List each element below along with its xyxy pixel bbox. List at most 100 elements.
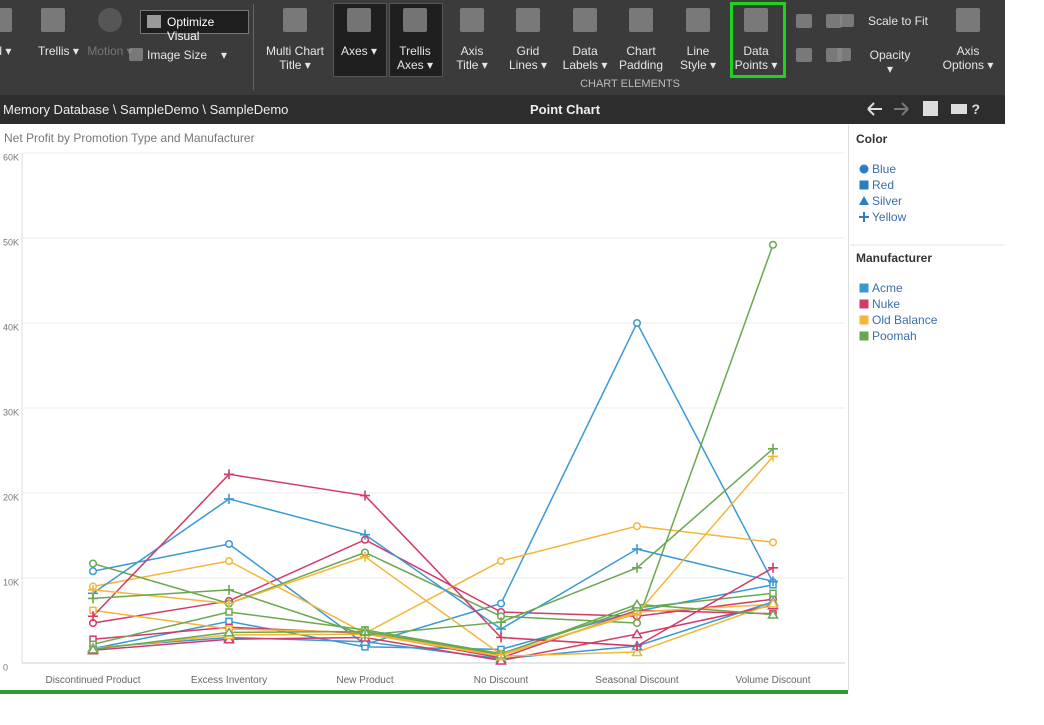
legend-label: Old Balance	[872, 313, 938, 327]
toolbar-button[interactable]: Axis Title ▾	[447, 44, 497, 72]
button-icon	[573, 8, 597, 32]
legend-symbol	[859, 331, 869, 341]
chart-title: Net Profit by Promotion Type and Manufac…	[4, 131, 255, 145]
button-icon	[0, 8, 12, 32]
series-line	[92, 498, 774, 630]
button-icon	[840, 14, 854, 27]
y-tick-label: 10K	[3, 577, 19, 587]
legend-title: Manufacturer	[856, 251, 932, 265]
toolbar-button[interactable]: Multi Chart Title ▾	[260, 44, 330, 72]
legend-title: Color	[856, 132, 888, 146]
point	[224, 469, 234, 480]
point	[767, 609, 779, 619]
x-tick-label: Seasonal Discount	[595, 675, 679, 686]
button-label: Trellis	[399, 44, 431, 58]
series-line	[92, 321, 774, 646]
button-label: Scale to Fit	[867, 14, 929, 28]
point	[632, 544, 642, 555]
toolbar-button[interactable]: Axes ▾	[334, 44, 384, 58]
help-icon[interactable]: ?	[971, 101, 980, 117]
legend-symbol	[859, 315, 869, 325]
toolbar: CHART ELEMENTS nd ▾ Trellis ▾ Motion ▾ Opti…	[0, 0, 1005, 95]
button-label: Multi Chart	[265, 44, 324, 58]
toolbar-button[interactable]: nd ▾	[0, 44, 15, 58]
point	[360, 551, 370, 562]
point	[768, 240, 778, 249]
point	[224, 493, 234, 504]
button-icon	[283, 8, 307, 32]
series-line	[92, 601, 774, 660]
point	[496, 617, 506, 628]
back-icon[interactable]	[867, 102, 882, 116]
save-icon[interactable]	[923, 101, 938, 116]
legend-label: Acme	[872, 281, 903, 295]
point	[223, 626, 235, 637]
y-tick-label: 0	[3, 662, 8, 672]
button-label: Grid	[516, 44, 540, 58]
point	[496, 556, 506, 566]
optimize-visual-button[interactable]: Optimize Visual	[140, 10, 249, 43]
legend-symbol	[859, 164, 869, 174]
button-icon	[41, 8, 65, 32]
toolbar-button[interactable]: Image Size ▾	[147, 48, 237, 62]
point	[768, 562, 778, 573]
point	[225, 617, 233, 626]
button-label: Image Size	[147, 48, 208, 62]
button-label: Line	[686, 44, 710, 58]
button-icon	[516, 8, 540, 32]
point	[88, 593, 98, 604]
button-label: Axis	[460, 44, 484, 58]
button-label: Motion ▾	[87, 44, 133, 58]
button-label: Style ▾	[679, 58, 717, 72]
toolbar-button[interactable]: Trellis Axes ▾	[390, 44, 440, 72]
x-tick-label: New Product	[336, 675, 393, 686]
button-label: Labels ▾	[562, 58, 608, 72]
toolbar-button[interactable]: Chart Padding	[614, 44, 668, 72]
legend-symbol	[859, 196, 869, 205]
legend-label: Red	[872, 178, 894, 192]
point	[768, 576, 778, 587]
forward-icon[interactable]	[894, 102, 909, 116]
point	[496, 599, 506, 608]
button-label: Points ▾	[734, 58, 778, 72]
legend-label: Yellow	[872, 210, 907, 224]
toolbar-button[interactable]: Data Points ▾	[731, 44, 781, 72]
toolbar-button[interactable]: Opacity ▾	[855, 48, 925, 76]
button-icon	[347, 8, 371, 32]
toolbar-button[interactable]: Motion ▾	[80, 44, 140, 58]
toolbar-button[interactable]: Scale to Fit	[858, 14, 938, 28]
print-icon[interactable]	[951, 104, 967, 114]
legend-symbol	[859, 212, 869, 222]
point	[632, 641, 642, 651]
button-label: Trellis ▾	[38, 44, 79, 58]
button-icon	[956, 8, 980, 32]
nav-icons: ?	[867, 101, 980, 117]
point	[88, 559, 98, 568]
point	[632, 608, 642, 619]
point	[224, 598, 234, 609]
toolbar-button[interactable]: Trellis ▾	[38, 44, 79, 58]
group-label: CHART ELEMENTS	[580, 78, 680, 90]
toolbar-button[interactable]: Axis Options ▾	[938, 44, 998, 72]
button-label: Data	[743, 44, 769, 58]
toolbar-button[interactable]: Data Labels ▾	[560, 44, 610, 72]
point	[768, 538, 778, 547]
series-line	[92, 244, 774, 624]
y-tick-label: 50K	[3, 237, 19, 247]
button-label: Optimize Visual	[167, 15, 215, 43]
button-icon	[629, 8, 653, 32]
series-line	[92, 538, 774, 624]
button-icon	[744, 8, 768, 32]
legend-label: Nuke	[872, 297, 900, 311]
point	[631, 628, 643, 639]
breadcrumb: Memory Database \ SampleDemo \ SampleDem…	[3, 102, 289, 117]
toolbar-button[interactable]: Line Style ▾	[673, 44, 723, 72]
legend-label: Silver	[872, 194, 902, 208]
y-tick-label: 40K	[3, 322, 19, 332]
selected-box	[333, 3, 387, 77]
small-icon	[796, 14, 812, 28]
legend-label: Poomah	[872, 329, 917, 343]
legend: Color Blue Red Silver Yellow Manufacturer Acme…	[850, 132, 1005, 343]
series-line	[92, 602, 774, 657]
toolbar-button[interactable]: Grid Lines ▾	[503, 44, 553, 72]
